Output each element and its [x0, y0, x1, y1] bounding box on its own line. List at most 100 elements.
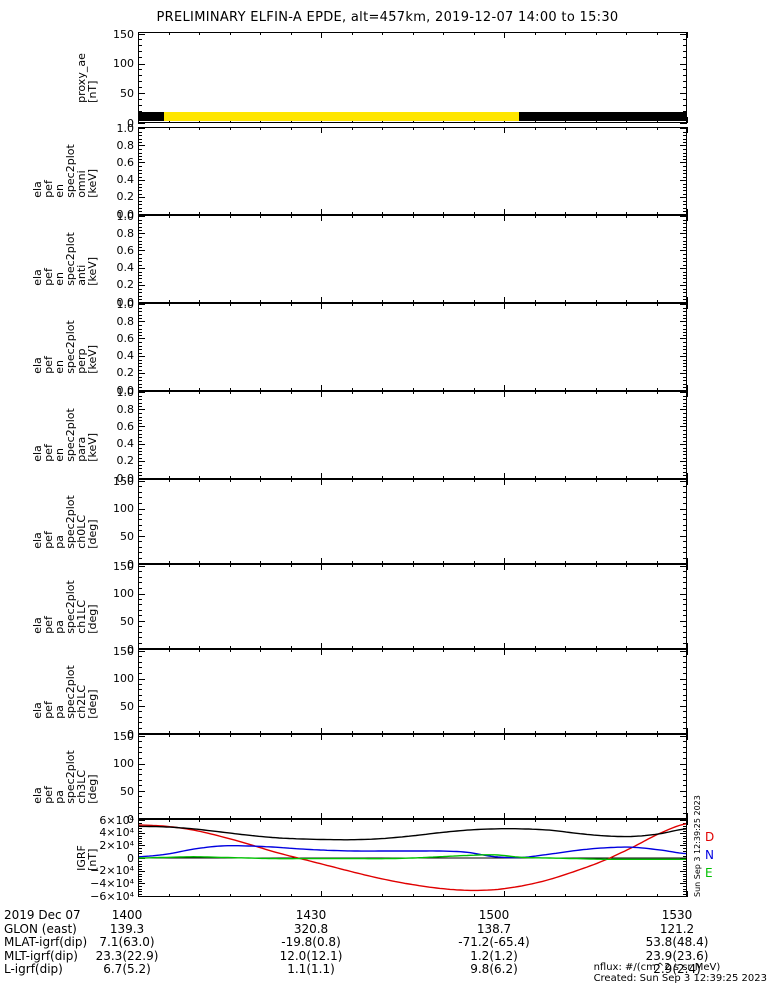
xtick-minor — [595, 734, 597, 737]
ytick-minor — [683, 711, 687, 713]
xtick-minor — [412, 388, 414, 391]
xtick-minor — [229, 300, 231, 303]
xtick-minor — [534, 127, 536, 130]
ytick-label-pa-ch3lc: 100 — [113, 757, 134, 771]
axis-title-proxy-ae: proxy_ae [nT] — [75, 28, 99, 103]
xtick-major — [321, 649, 322, 655]
xtick-minor — [382, 819, 383, 822]
xtick-minor — [656, 649, 658, 652]
xtick-minor — [565, 120, 566, 123]
xtick-minor — [290, 391, 292, 394]
xtick-major — [138, 297, 139, 303]
xtick-minor — [565, 731, 566, 734]
igrf-line-chart — [139, 823, 686, 892]
ytick-minor — [138, 281, 142, 283]
ytick-minor — [138, 637, 142, 639]
ytick-minor — [683, 376, 687, 378]
ytick-label-en-anti: 0.8 — [116, 226, 135, 240]
ytick-major — [680, 128, 687, 129]
xtick-minor — [412, 212, 414, 215]
xtick-minor — [412, 564, 414, 567]
ytick-minor — [138, 866, 142, 868]
ytick-minor — [138, 450, 142, 452]
xtick-major — [687, 297, 688, 303]
ytick-minor — [683, 530, 687, 532]
ytick-label-en-para: 0.4 — [116, 437, 135, 451]
ytick-major — [138, 267, 145, 269]
xtick-minor — [260, 894, 261, 897]
xtick-minor — [473, 894, 475, 897]
xtick-minor — [412, 300, 414, 303]
xtick-minor — [351, 649, 353, 652]
xtick-minor — [595, 649, 597, 652]
ytick-minor — [683, 135, 687, 137]
ytick-minor — [683, 843, 687, 845]
xtick-minor — [656, 303, 658, 306]
ytick-minor — [683, 557, 687, 559]
xtick-minor — [168, 819, 170, 822]
xtick-minor — [595, 819, 597, 822]
xtick-minor — [473, 120, 475, 123]
ytick-label-en-omni: 0.4 — [116, 173, 135, 187]
xtick-major — [504, 813, 505, 819]
ytick-label-en-perp: 0.6 — [116, 331, 135, 345]
xtick-major — [321, 473, 322, 479]
ytick-minor — [683, 672, 687, 674]
xtick-minor — [443, 476, 444, 479]
xtick-major — [504, 127, 505, 133]
xtick-minor — [443, 215, 444, 218]
xtick-minor — [168, 894, 170, 897]
xtick-minor — [290, 479, 292, 482]
ytick-minor — [138, 812, 142, 814]
xtick-minor — [443, 564, 444, 567]
bottom-label-value: 6.7(5.2) — [103, 962, 151, 976]
xtick-minor — [351, 476, 353, 479]
ytick-minor — [683, 402, 687, 404]
xtick-minor — [382, 646, 383, 649]
ytick-major — [680, 678, 687, 680]
ytick-minor — [138, 190, 142, 192]
xtick-minor — [656, 391, 658, 394]
xtick-minor — [412, 120, 414, 123]
ytick-label-igrf: 6×10⁴ — [99, 813, 134, 827]
ytick-minor — [138, 156, 142, 158]
ytick-major — [680, 870, 687, 872]
xtick-minor — [260, 215, 261, 218]
xtick-minor — [656, 646, 658, 649]
xtick-minor — [290, 734, 292, 737]
xtick-major — [138, 32, 139, 38]
xtick-minor — [626, 32, 627, 35]
bottom-label-value: 23.9(23.6) — [645, 948, 709, 963]
legend-entry-N: N — [705, 848, 714, 862]
xtick-minor — [656, 894, 658, 897]
xtick-minor — [595, 564, 597, 567]
xtick-minor — [626, 561, 627, 564]
xtick-minor — [382, 649, 383, 652]
xtick-major — [504, 564, 505, 570]
bottom-label-value: 121.2 — [659, 921, 695, 936]
ytick-minor — [138, 149, 142, 151]
xtick-major — [321, 819, 322, 825]
ytick-minor — [683, 254, 687, 256]
ytick-minor — [683, 176, 687, 178]
xtick-minor — [382, 476, 383, 479]
xtick-minor — [382, 127, 383, 130]
xtick-minor — [351, 646, 353, 649]
ytick-label-en-omni: 1.0 — [116, 121, 135, 135]
footer-nflux: nflux: #/(cm^2 s sr MeV) — [593, 962, 721, 973]
ytick-minor — [138, 541, 142, 543]
xtick-minor — [565, 816, 566, 819]
xtick-minor — [351, 561, 353, 564]
page-title: PRELIMINARY ELFIN-A EPDE, alt=457km, 201… — [156, 10, 619, 25]
ytick-minor — [138, 110, 142, 112]
ytick-minor — [683, 244, 687, 246]
ytick-major — [680, 508, 687, 510]
ytick-minor — [138, 711, 142, 713]
plot-frame-pa-ch0lc — [138, 479, 687, 564]
ytick-minor — [683, 689, 687, 691]
xtick-major — [504, 391, 505, 397]
ytick-minor — [683, 486, 687, 488]
ytick-major — [138, 443, 145, 445]
ytick-minor — [138, 183, 142, 185]
ytick-minor — [683, 700, 687, 702]
